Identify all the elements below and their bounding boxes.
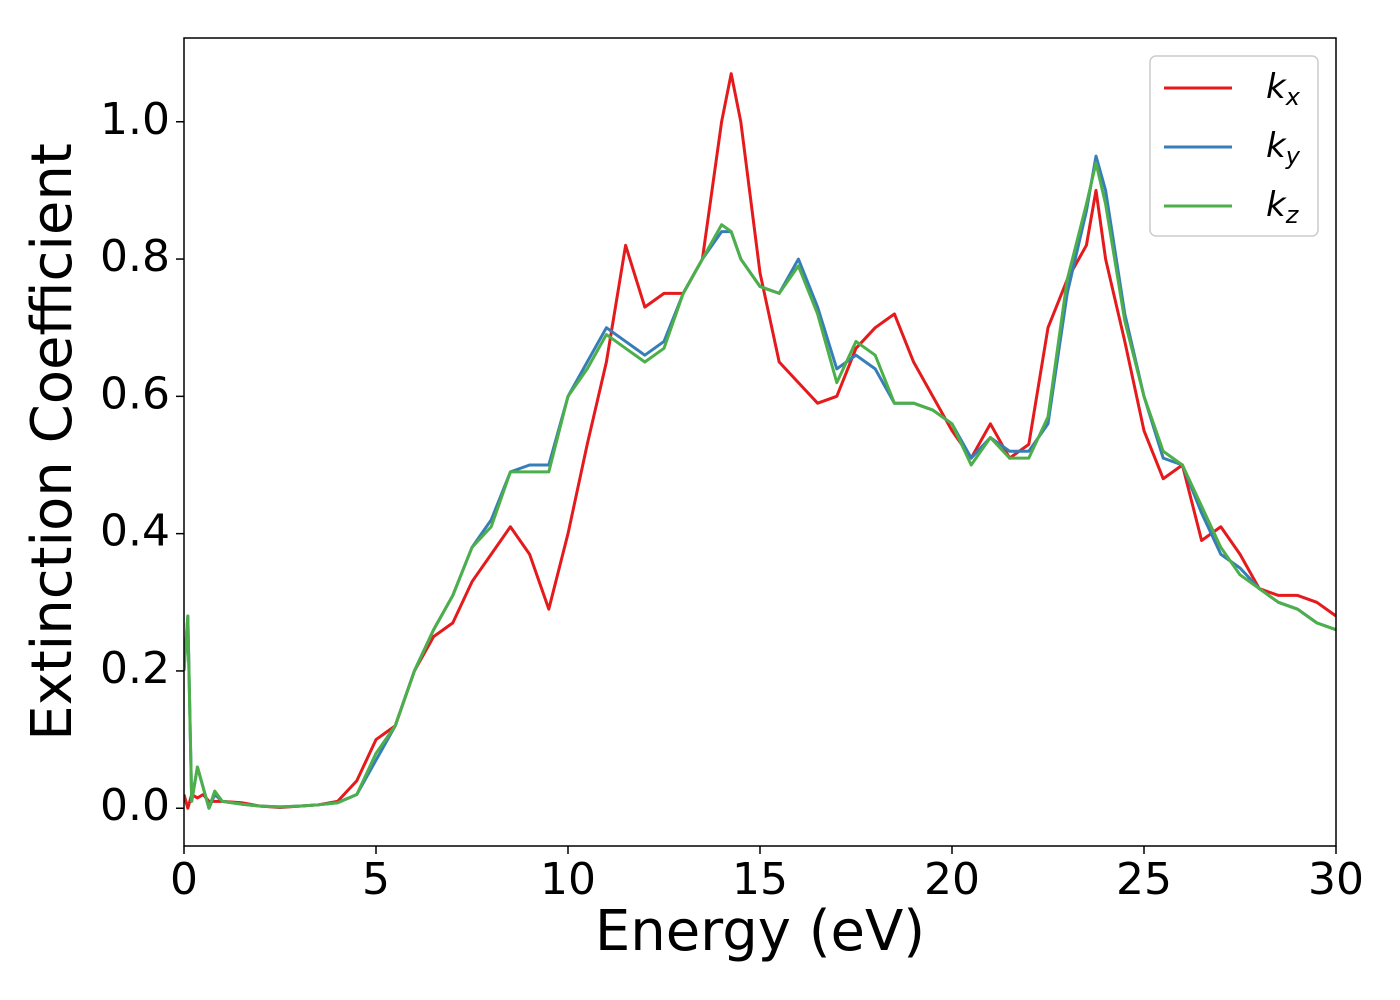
y-tick-label: 1.0 <box>100 94 170 145</box>
y-tick-label: 0.6 <box>100 368 170 419</box>
y-tick-label: 0.4 <box>100 506 170 557</box>
line <box>184 154 1336 810</box>
y-tick-label: 0.2 <box>100 643 170 694</box>
x-tick-label: 0 <box>170 854 198 905</box>
legend-label: kx <box>1266 67 1301 112</box>
y-tick-label: 0.0 <box>100 780 170 831</box>
x-axis-label: Energy (eV) <box>595 899 925 964</box>
x-tick-label: 5 <box>362 854 390 905</box>
x-tick-label: 10 <box>540 854 596 905</box>
x-tick-label: 30 <box>1308 854 1364 905</box>
legend-box <box>1149 55 1319 237</box>
x-tick-label: 15 <box>732 854 788 905</box>
line <box>184 161 1336 810</box>
plot-frame <box>183 37 1337 847</box>
x-tick-label: 20 <box>924 854 980 905</box>
legend-label: ky <box>1266 126 1301 171</box>
y-tick-label: 0.8 <box>100 231 170 282</box>
y-axis-label: Extinction Coefficient <box>20 143 85 741</box>
x-tick-label: 25 <box>1116 854 1172 905</box>
legend-label: kz <box>1266 185 1300 230</box>
